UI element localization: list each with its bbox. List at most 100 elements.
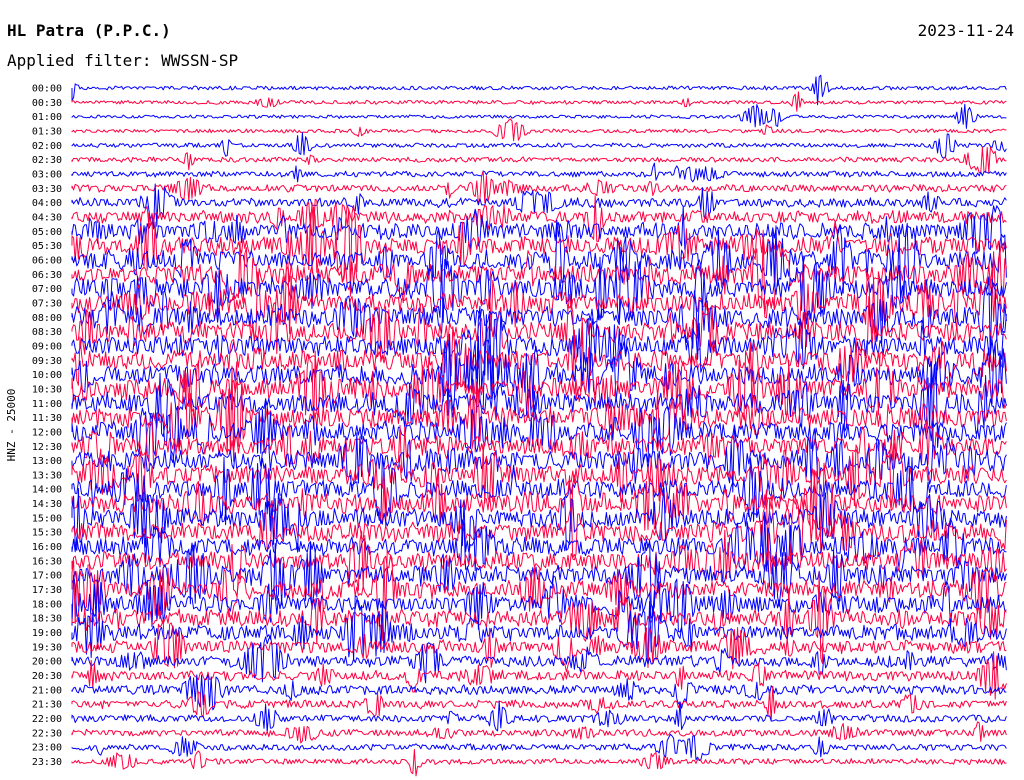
- row-label-1230: 12:30: [32, 442, 62, 453]
- trace-0500: [71, 205, 1007, 255]
- row-label-0630: 06:30: [32, 270, 62, 281]
- trace-0030: [71, 91, 1007, 112]
- row-label-group: 00:00 00:30 01:00 01:30 02:00 02:30 03:00 03:30…: [32, 84, 62, 769]
- trace-0300: [71, 162, 1007, 183]
- row-label-1330: 13:30: [32, 470, 62, 481]
- row-label-1200: 12:00: [32, 427, 62, 438]
- trace-1300: [71, 425, 1007, 493]
- row-label-0500: 05:00: [32, 227, 62, 238]
- row-label-2300: 23:00: [32, 743, 62, 754]
- trace-1530: [71, 489, 1007, 573]
- row-label-1530: 15:30: [32, 528, 62, 539]
- row-label-1830: 18:30: [32, 614, 62, 625]
- trace-2130: [71, 685, 1007, 722]
- row-label-1000: 10:00: [32, 370, 62, 381]
- trace-0530: [71, 204, 1007, 297]
- row-label-1430: 14:30: [32, 499, 62, 510]
- trace-0100: [71, 103, 1007, 129]
- trace-0000: [71, 74, 1007, 106]
- trace-1900: [71, 595, 1007, 662]
- row-label-1600: 16:00: [32, 542, 62, 553]
- row-label-0600: 06:00: [32, 255, 62, 266]
- filter-label: Applied filter: WWSSN-SP: [7, 51, 239, 70]
- trace-1500: [71, 487, 1007, 553]
- trace-2030: [71, 651, 1007, 700]
- row-label-2200: 22:00: [32, 714, 62, 725]
- row-label-0730: 07:30: [32, 298, 62, 309]
- row-label-0800: 08:00: [32, 313, 62, 324]
- trace-2200: [71, 700, 1007, 733]
- trace-1930: [71, 618, 1007, 673]
- trace-1730: [71, 549, 1007, 641]
- row-label-2000: 20:00: [32, 657, 62, 668]
- trace-0900: [71, 305, 1007, 394]
- trace-1030: [71, 342, 1007, 430]
- row-label-0200: 02:00: [32, 141, 62, 152]
- row-label-1030: 10:30: [32, 384, 62, 395]
- trace-0200: [71, 132, 1007, 159]
- trace-2230: [71, 721, 1007, 744]
- trace-1800: [71, 574, 1007, 633]
- row-label-1730: 17:30: [32, 585, 62, 596]
- row-label-1630: 16:30: [32, 556, 62, 567]
- row-label-1400: 14:00: [32, 485, 62, 496]
- row-label-0100: 01:00: [32, 112, 62, 123]
- trace-1830: [71, 572, 1007, 664]
- row-label-1300: 13:00: [32, 456, 62, 467]
- trace-2330: [71, 749, 1007, 777]
- trace-0830: [71, 296, 1007, 363]
- row-label-1100: 11:00: [32, 399, 62, 410]
- row-label-1900: 19:00: [32, 628, 62, 639]
- trace-1400: [71, 455, 1007, 526]
- trace-1100: [71, 361, 1007, 448]
- row-label-2330: 23:30: [32, 757, 62, 768]
- trace-0700: [71, 246, 1007, 325]
- trace-1430: [71, 456, 1007, 555]
- trace-0330: [71, 170, 1007, 205]
- row-label-0300: 03:00: [32, 169, 62, 180]
- trace-0800: [71, 276, 1007, 363]
- row-label-1800: 18:00: [32, 599, 62, 610]
- trace-2300: [71, 733, 1007, 761]
- row-label-2030: 20:30: [32, 671, 62, 682]
- trace-0130: [71, 118, 1007, 142]
- trace-1130: [71, 361, 1007, 462]
- y-axis-label: HNZ - 25000: [5, 389, 18, 462]
- row-label-1500: 15:00: [32, 513, 62, 524]
- row-label-0230: 02:30: [32, 155, 62, 166]
- row-label-0030: 00:30: [32, 98, 62, 109]
- row-label-2230: 22:30: [32, 728, 62, 739]
- row-label-1930: 19:30: [32, 642, 62, 653]
- row-label-0700: 07:00: [32, 284, 62, 295]
- row-label-2100: 21:00: [32, 685, 62, 696]
- date-label: 2023-11-24: [917, 21, 1014, 40]
- trace-0730: [71, 261, 1007, 342]
- trace-0230: [71, 146, 1007, 174]
- row-label-0930: 09:30: [32, 356, 62, 367]
- row-label-1700: 17:00: [32, 571, 62, 582]
- row-label-0430: 04:30: [32, 212, 62, 223]
- row-label-2130: 21:30: [32, 700, 62, 711]
- trace-1600: [71, 511, 1007, 575]
- row-label-0330: 03:30: [32, 184, 62, 195]
- trace-2000: [71, 635, 1007, 684]
- trace-1230: [71, 420, 1007, 474]
- trace-1000: [71, 333, 1007, 418]
- trace-1200: [71, 401, 1007, 464]
- trace-0400: [71, 183, 1007, 230]
- row-label-0830: 08:30: [32, 327, 62, 338]
- row-label-0000: 00:00: [32, 84, 62, 95]
- trace-0430: [71, 195, 1007, 242]
- station-title: HL Patra (P.P.C.): [7, 21, 171, 40]
- row-label-0900: 09:00: [32, 341, 62, 352]
- trace-0930: [71, 322, 1007, 402]
- row-label-0400: 04:00: [32, 198, 62, 209]
- row-label-1130: 11:30: [32, 413, 62, 424]
- trace-0600: [71, 222, 1007, 299]
- row-label-0130: 01:30: [32, 126, 62, 137]
- trace-1630: [71, 529, 1007, 597]
- row-label-0530: 05:30: [32, 241, 62, 252]
- trace-2100: [71, 674, 1007, 711]
- trace-group: [71, 74, 1007, 777]
